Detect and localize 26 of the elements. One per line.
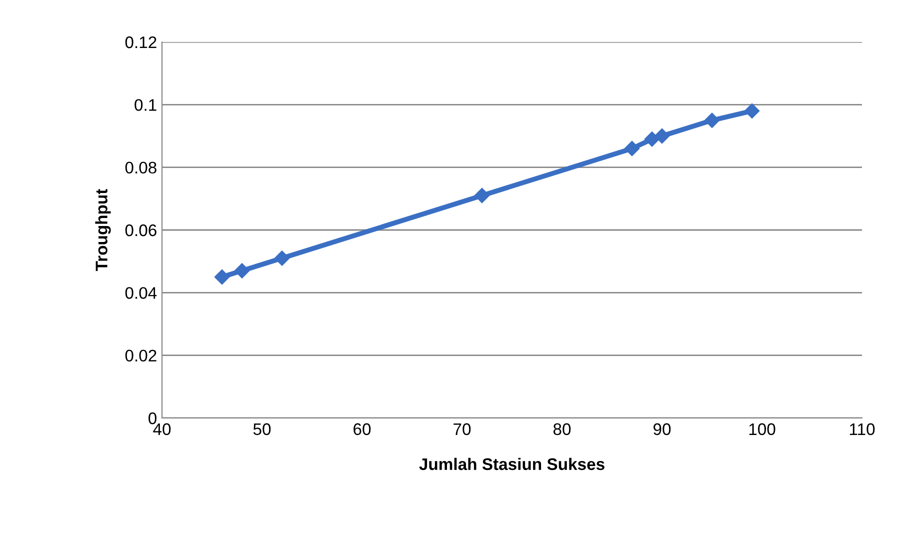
point xyxy=(474,188,490,204)
point xyxy=(654,128,670,144)
point xyxy=(644,132,660,147)
x-tick-label: 50 xyxy=(253,423,271,436)
x-tick-label: 80 xyxy=(553,423,571,436)
x-tick-label: 70 xyxy=(454,423,471,436)
x-tick-label: 100 xyxy=(749,423,776,436)
x-tick-label: 40 xyxy=(153,423,171,436)
point xyxy=(214,269,230,285)
point xyxy=(624,140,640,156)
x-tick-label: 90 xyxy=(654,423,671,436)
point xyxy=(234,263,250,278)
y-tick-label: 0 xyxy=(148,412,156,424)
x-tick-label: 110 xyxy=(850,423,875,436)
y-tick-label: 0.04 xyxy=(125,287,157,299)
y-tick-label: 0.08 xyxy=(125,162,156,174)
point xyxy=(704,112,720,128)
y-tick-label: 0.06 xyxy=(125,224,156,236)
y-tick-label: 0.12 xyxy=(125,36,156,48)
y-tick-label: 0.1 xyxy=(134,99,156,111)
point xyxy=(274,250,290,266)
y-tick-label: 0.02 xyxy=(125,350,156,362)
y-axis-title: Troughput xyxy=(95,189,111,271)
point xyxy=(744,103,760,119)
x-axis-title: Jumlah Stasiun Sukses xyxy=(419,458,604,470)
x-tick-label: 60 xyxy=(354,423,371,436)
